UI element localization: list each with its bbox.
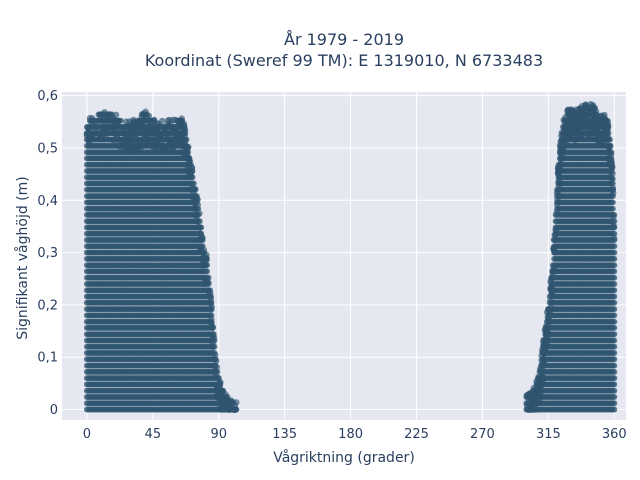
data-point <box>209 340 216 347</box>
data-point <box>194 196 201 203</box>
data-point <box>202 277 209 284</box>
data-point <box>210 331 217 338</box>
data-point <box>109 114 116 121</box>
data-point <box>164 120 172 128</box>
data-point <box>155 123 162 131</box>
data-point <box>100 115 108 123</box>
data-point <box>178 136 186 143</box>
data-point <box>137 143 145 150</box>
data-point <box>214 394 221 401</box>
data-point <box>196 236 204 244</box>
chart-title-line2: Koordinat (Sweref 99 TM): E 1319010, N 6… <box>145 51 543 70</box>
data-point <box>147 138 155 145</box>
data-point <box>124 137 132 144</box>
data-point <box>197 230 204 237</box>
data-point <box>147 126 154 134</box>
data-point <box>185 173 192 181</box>
data-point <box>197 247 204 254</box>
data-point <box>120 130 127 137</box>
data-point <box>86 132 94 139</box>
data-point <box>171 135 178 143</box>
data-point <box>173 123 181 130</box>
data-points <box>83 101 618 413</box>
data-point <box>226 397 233 405</box>
data-point <box>184 144 191 151</box>
data-point <box>216 383 224 390</box>
data-point <box>117 143 124 151</box>
data-point <box>190 185 197 193</box>
data-point <box>190 180 197 187</box>
data-point <box>92 118 99 126</box>
data-point <box>209 324 216 331</box>
data-point <box>168 127 176 135</box>
data-point <box>199 262 206 269</box>
data-point <box>213 364 221 371</box>
data-point <box>123 147 130 155</box>
data-point <box>102 128 109 136</box>
data-point <box>112 129 120 137</box>
data-point <box>135 117 142 124</box>
data-point <box>122 118 130 125</box>
data-point <box>186 157 194 165</box>
data-point <box>213 357 220 365</box>
data-point <box>193 215 200 223</box>
data-point <box>212 351 219 359</box>
data-point <box>136 123 144 130</box>
data-point <box>152 147 159 154</box>
data-point <box>161 128 168 136</box>
data-point <box>207 295 215 302</box>
data-point <box>182 152 190 160</box>
data-point <box>196 224 204 231</box>
data-point <box>140 112 147 119</box>
data-point <box>230 406 237 413</box>
data-point <box>132 147 139 155</box>
data-point <box>133 130 140 137</box>
data-point <box>161 144 168 151</box>
data-point <box>84 124 92 132</box>
data-point <box>204 268 210 275</box>
data-point <box>92 130 100 137</box>
chart-title-line1: År 1979 - 2019 <box>284 30 404 49</box>
data-point <box>188 165 195 172</box>
data-point <box>172 116 179 124</box>
data-point <box>222 391 229 398</box>
data-point <box>150 116 158 124</box>
data-point <box>192 204 199 211</box>
data-point <box>208 306 215 313</box>
data-point <box>216 406 224 413</box>
